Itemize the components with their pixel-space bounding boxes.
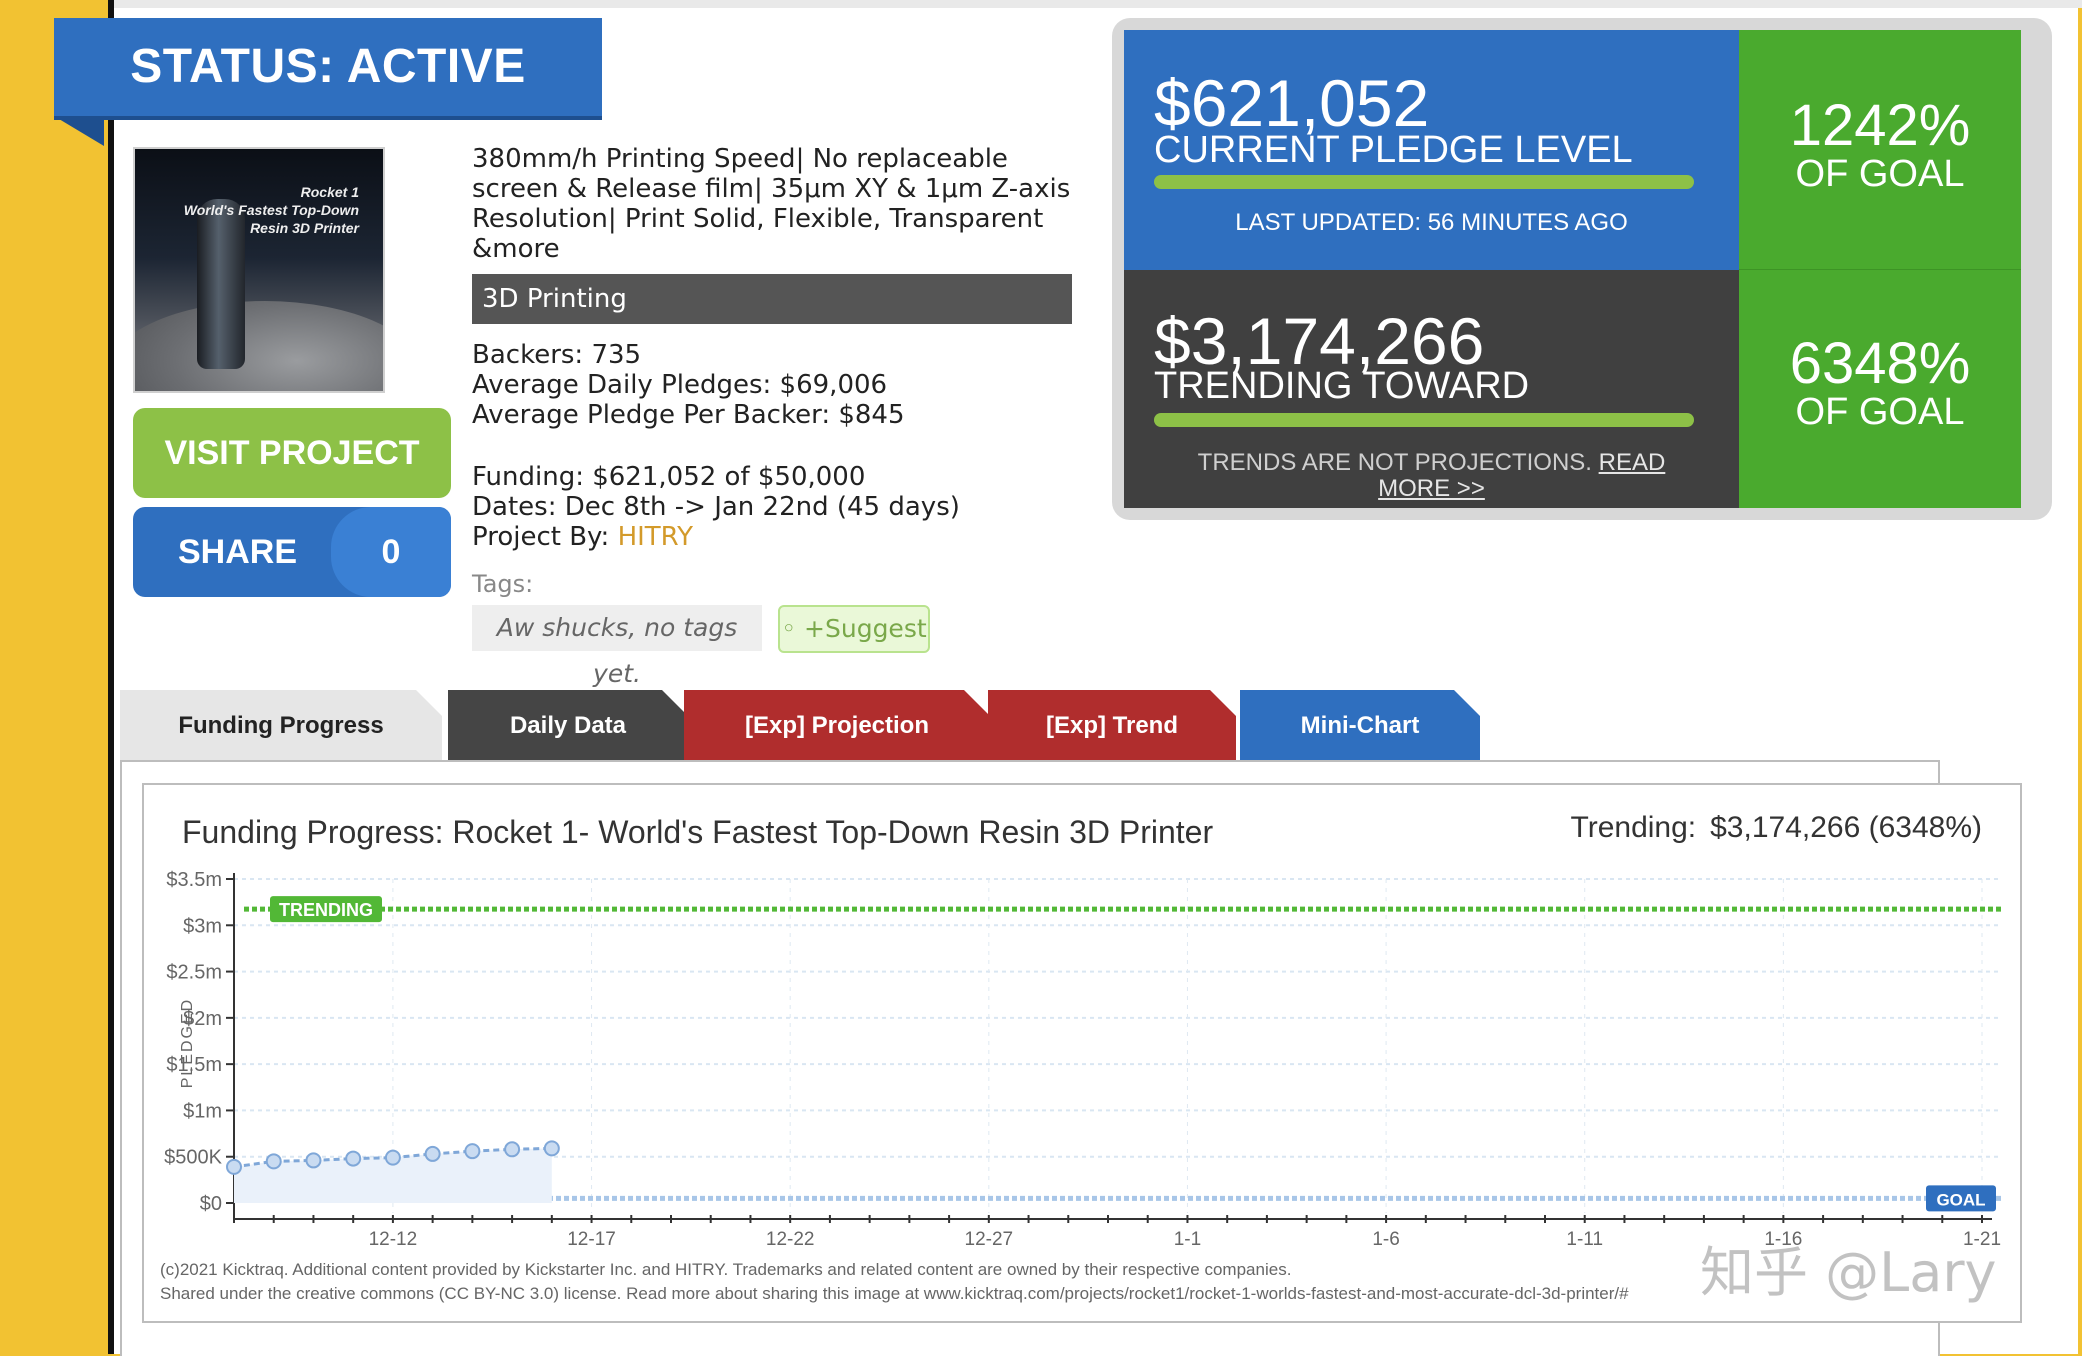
x-tick-label: 12-12	[369, 1229, 418, 1250]
chart-footer-line2: Shared under the creative commons (CC BY…	[160, 1284, 1629, 1303]
tags-label: Tags:	[472, 570, 534, 598]
trending-marker-label: TRENDING	[279, 900, 373, 920]
trending-caption-value: $3,174,266 (6348%)	[1710, 811, 1982, 844]
trend-percent: 6348%	[1789, 331, 1971, 396]
funding-status: Funding: $621,052 of $50,000	[472, 462, 866, 492]
pledged-point	[543, 1140, 560, 1157]
project-description: 380mm/h Printing Speed| No replaceable s…	[472, 144, 1071, 264]
pledged-point	[504, 1141, 521, 1158]
goal-marker-box	[1926, 1185, 1996, 1212]
moon-surface-graphic	[135, 301, 383, 391]
pledged-point	[265, 1153, 282, 1170]
tab-funding-progress[interactable]: Funding Progress	[120, 690, 442, 762]
thumbnail-subtitle-2: Resin 3D Printer	[250, 220, 359, 236]
chart-footer-line1: (c)2021 Kicktraq. Additional content pro…	[160, 1260, 1291, 1279]
share-label: SHARE	[178, 533, 298, 571]
pledged-point	[305, 1152, 322, 1169]
pledged-point	[424, 1145, 441, 1162]
trend-note: TRENDS ARE NOT PROJECTIONS.	[1197, 449, 1592, 476]
category-label[interactable]: 3D Printing	[472, 274, 1072, 324]
project-stats: Backers: 735 Average Daily Pledges: $69,…	[472, 340, 960, 552]
trend-percent-label: OF GOAL	[1795, 391, 1965, 433]
current-percent-box: 1242% OF GOAL	[1739, 30, 2021, 270]
x-tick-label: 1-6	[1372, 1229, 1399, 1250]
tab-exp-trend[interactable]: [Exp] Trend	[988, 690, 1236, 762]
suggest-tag-button[interactable]: ◦ +Suggest	[778, 605, 930, 653]
pledged-point	[384, 1149, 401, 1166]
x-tick-label: 1-1	[1174, 1229, 1201, 1250]
campaign-dates: Dates: Dec 8th -> Jan 22nd (45 days)	[472, 492, 960, 522]
project-by: Project By: HITRY	[472, 522, 960, 552]
read-more-link-2[interactable]: MORE >>	[1378, 475, 1485, 502]
share-count: 0	[331, 507, 451, 597]
pledged-point	[345, 1150, 362, 1167]
pledged-point	[464, 1143, 481, 1160]
printer-graphic	[197, 199, 245, 369]
avg-pledge-per-backer: Average Pledge Per Backer: $845	[472, 400, 905, 430]
tab-daily-data[interactable]: Daily Data	[448, 690, 688, 762]
trend-percent-box: 6348% OF GOAL	[1739, 270, 2021, 508]
x-tick-label: 1-21	[1963, 1229, 2001, 1250]
funding-progress-chart: Funding Progress: Rocket 1- World's Fast…	[142, 783, 2022, 1323]
y-tick-label: $2m	[183, 1008, 222, 1030]
chart-title: Funding Progress: Rocket 1- World's Fast…	[182, 814, 1213, 850]
share-button[interactable]: SHARE 0	[133, 507, 451, 597]
y-tick-label: $3.5m	[166, 869, 222, 891]
creator-link[interactable]: HITRY	[617, 522, 693, 552]
current-pledge-box: $621,052 CURRENT PLEDGE LEVEL LAST UPDAT…	[1124, 30, 1739, 270]
trending-label: TRENDING TOWARD	[1154, 365, 1530, 407]
x-tick-label: 12-27	[965, 1229, 1014, 1250]
goal-marker-label: GOAL	[1936, 1190, 1985, 1209]
avg-daily-pledges: Average Daily Pledges: $69,006	[472, 370, 888, 400]
current-pledge-label: CURRENT PLEDGE LEVEL	[1154, 129, 1633, 171]
current-percent: 1242%	[1789, 93, 1971, 158]
y-tick-label: $2.5m	[166, 962, 222, 984]
trending-marker-box	[270, 896, 382, 923]
y-tick-label: $1.5m	[166, 1054, 222, 1076]
current-pledge-amount: $621,052	[1154, 66, 1430, 140]
pledge-panel: $621,052 CURRENT PLEDGE LEVEL LAST UPDAT…	[1112, 18, 2052, 520]
last-updated: LAST UPDATED: 56 MINUTES AGO	[1235, 209, 1628, 236]
tags-empty-message: Aw shucks, no tags yet.	[472, 605, 762, 688]
x-tick-label: 12-17	[567, 1229, 616, 1250]
current-pledge-bar	[1154, 175, 1694, 189]
trending-amount: $3,174,266	[1154, 304, 1485, 378]
thumbnail-caption: Rocket 1 World's Fastest Top-Down Resin …	[184, 183, 359, 237]
project-thumbnail[interactable]: Rocket 1 World's Fastest Top-Down Resin …	[133, 147, 385, 393]
x-tick-label: 1-11	[1566, 1229, 1603, 1250]
y-axis-label: PLEDGED	[179, 998, 196, 1088]
status-banner: STATUS: ACTIVE	[54, 18, 602, 116]
trending-caption-label: Trending:	[1571, 811, 1697, 844]
project-by-label: Project By:	[472, 522, 618, 552]
thumbnail-title: Rocket 1	[300, 184, 359, 200]
trending-box: $3,174,266 TRENDING TOWARD TRENDS ARE NO…	[1124, 270, 1739, 508]
y-tick-label: $3m	[183, 915, 222, 937]
watermark: 知乎 @Lary	[1700, 1241, 1997, 1304]
visit-project-button[interactable]: VISIT PROJECT	[133, 408, 451, 498]
tab-mini-chart[interactable]: Mini-Chart	[1240, 690, 1480, 762]
current-percent-label: OF GOAL	[1795, 153, 1965, 195]
x-tick-label: 12-22	[766, 1229, 815, 1250]
trending-bar	[1154, 413, 1694, 427]
trend-disclaimer: TRENDS ARE NOT PROJECTIONS. READ MORE >>	[1124, 450, 1739, 502]
y-tick-label: $500K	[164, 1147, 222, 1169]
pledged-point	[226, 1158, 242, 1175]
status-banner-fold	[54, 116, 104, 146]
x-tick-label: 1-16	[1764, 1229, 1802, 1250]
y-tick-label: $0	[200, 1193, 222, 1215]
y-tick-label: $1m	[183, 1100, 222, 1122]
read-more-link-1[interactable]: READ	[1598, 449, 1666, 476]
pledged-line	[233, 1146, 552, 1169]
thumbnail-subtitle-1: World's Fastest Top-Down	[183, 202, 359, 218]
tab-exp-projection[interactable]: [Exp] Projection	[684, 690, 990, 762]
trending-caption: Trending: $3,174,266 (6348%)	[1571, 811, 1983, 844]
chart-tabs: Funding Progress Daily Data [Exp] Projec…	[120, 690, 1520, 762]
backers-count: Backers: 735	[472, 340, 642, 370]
